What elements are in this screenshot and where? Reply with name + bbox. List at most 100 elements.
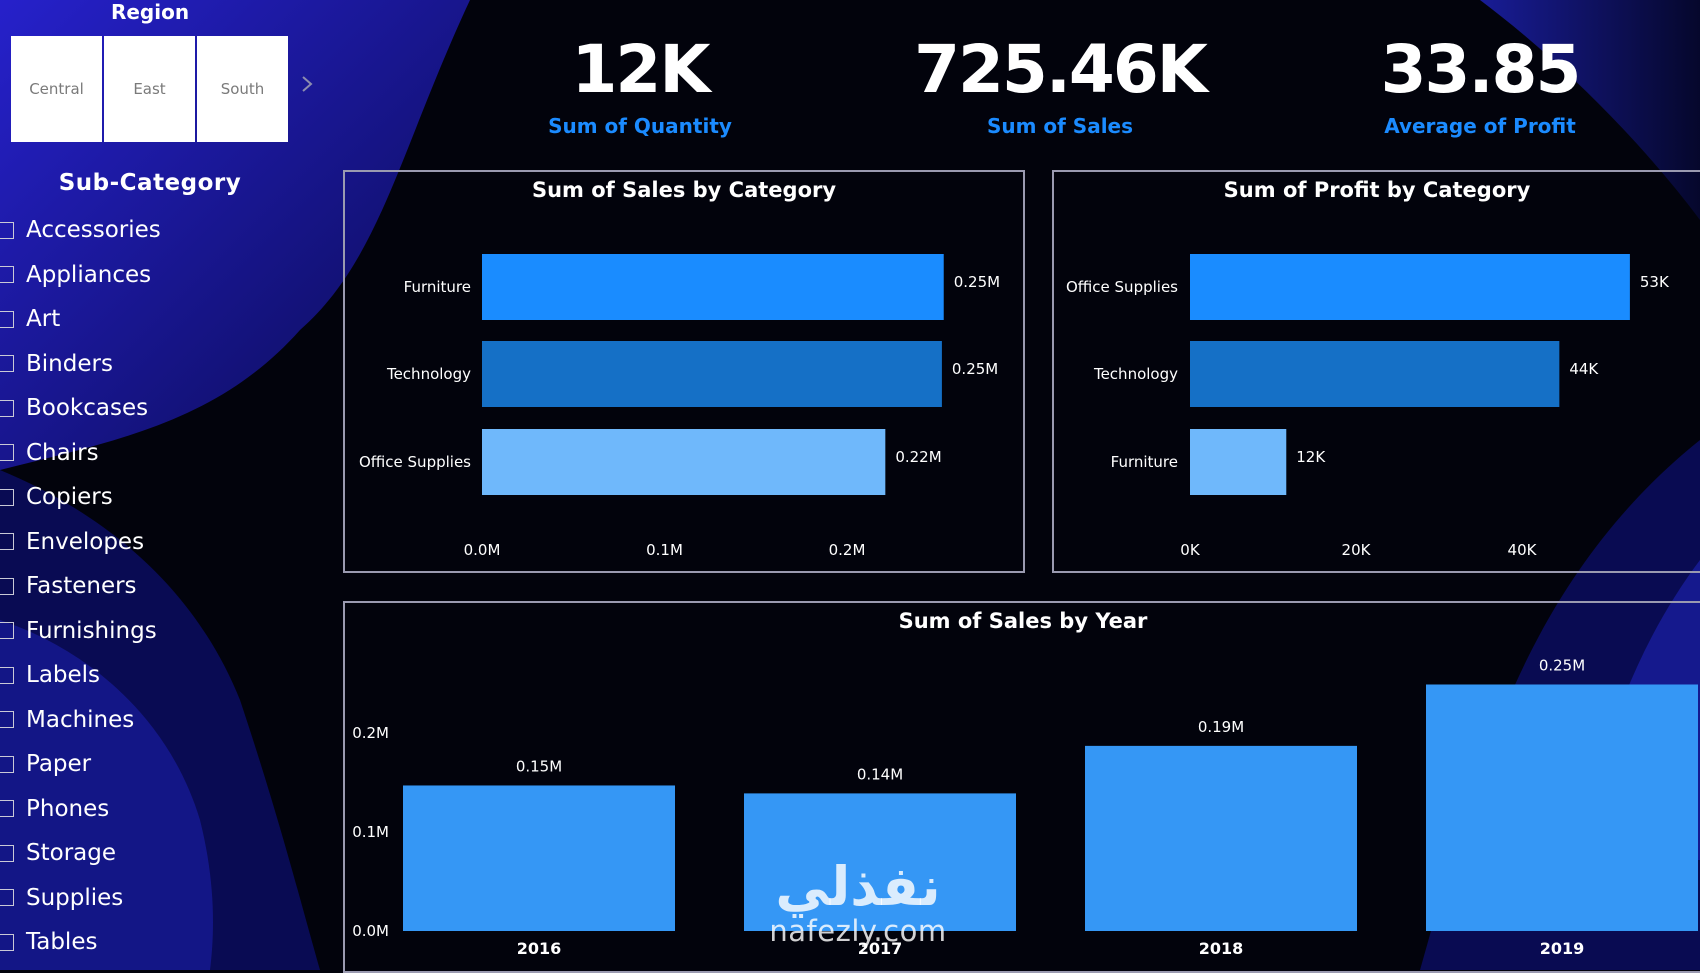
region-tile-central[interactable]: Central xyxy=(11,36,102,142)
checkbox[interactable] xyxy=(0,577,14,595)
subcategory-item[interactable]: Furnishings xyxy=(0,614,157,648)
sales-by-category-panel[interactable]: Sum of Sales by Category Furniture 0.25M T… xyxy=(343,170,1025,573)
checkbox[interactable] xyxy=(0,666,14,684)
region-tile-south[interactable]: South xyxy=(197,36,288,142)
subcategory-item[interactable]: Fasteners xyxy=(0,569,137,603)
subcategory-item[interactable]: Chairs xyxy=(0,436,99,470)
sales-by-category-chart: Furniture 0.25M Technology 0.25M Office Supp… xyxy=(359,254,1000,559)
subcategory-item[interactable]: Binders xyxy=(0,347,113,381)
watermark-latin: nafezly.com xyxy=(769,914,947,948)
bar xyxy=(482,429,886,495)
bar xyxy=(1190,254,1630,320)
checkbox[interactable] xyxy=(0,800,14,817)
checkbox[interactable] xyxy=(0,355,14,372)
subcategory-item[interactable]: Paper xyxy=(0,747,91,781)
subcategory-item-label: Copiers xyxy=(26,484,113,510)
bar xyxy=(1190,429,1287,495)
data-label: 0.22M xyxy=(895,448,941,466)
checkbox[interactable] xyxy=(0,755,14,773)
sales-by-year-title: Sum of Sales by Year xyxy=(898,609,1148,633)
watermark-arabic: نفذلي xyxy=(775,855,941,918)
category-label: Furniture xyxy=(404,278,471,296)
kpi-profit-value: 33.85 xyxy=(1380,31,1582,108)
subcategory-item-label: Chairs xyxy=(26,439,99,466)
x-tick-label: 0.1M xyxy=(646,541,683,559)
subcategory-item-label: Furnishings xyxy=(26,617,157,644)
checkbox[interactable] xyxy=(0,533,14,550)
data-label: 0.15M xyxy=(516,757,562,775)
data-label: 12K xyxy=(1296,448,1326,466)
checkbox[interactable] xyxy=(0,310,14,328)
profit-by-category-panel[interactable]: Sum of Profit by Category Office Supplie… xyxy=(1052,170,1700,573)
checkbox[interactable] xyxy=(0,221,14,239)
data-label: 44K xyxy=(1569,360,1599,378)
kpi-profit: 33.85 Average of Profit xyxy=(1370,30,1590,138)
subcategory-slicer-title: Sub-Category xyxy=(58,170,242,196)
subcategory-item[interactable]: Appliances xyxy=(0,258,151,292)
bar xyxy=(482,254,944,320)
chevron-right-icon[interactable] xyxy=(300,74,314,94)
data-label: 0.19M xyxy=(1198,718,1244,736)
checkbox[interactable] xyxy=(0,933,14,951)
category-label: Furniture xyxy=(1111,453,1178,471)
checkbox[interactable] xyxy=(0,444,14,461)
sales-by-year-panel[interactable]: Sum of Sales by Year 0.15M 2016 0.14M 2017 0… xyxy=(343,601,1700,973)
region-tile-east[interactable]: East xyxy=(104,36,195,142)
kpi-sales: 725.46K Sum of Sales xyxy=(900,30,1220,138)
checkbox[interactable] xyxy=(0,711,14,728)
data-label: 53K xyxy=(1640,273,1670,291)
checkbox[interactable] xyxy=(0,622,14,639)
x-tick-label: 2017 xyxy=(858,939,903,958)
bar xyxy=(403,785,675,931)
checkbox[interactable] xyxy=(0,844,14,862)
category-label: Technology xyxy=(1093,365,1178,383)
x-tick-label: 20K xyxy=(1342,541,1372,559)
category-label: Office Supplies xyxy=(1066,278,1178,296)
bar xyxy=(744,793,1016,931)
subcategory-item-label: Machines xyxy=(26,706,135,733)
subcategory-item[interactable]: Tables xyxy=(0,925,97,959)
category-label: Technology xyxy=(386,365,471,383)
y-tick-label: 0.0M xyxy=(352,922,389,940)
checkbox[interactable] xyxy=(0,266,14,283)
subcategory-item-label: Storage xyxy=(26,840,116,866)
subcategory-item-label: Fasteners xyxy=(26,573,137,599)
kpi-profit-label: Average of Profit xyxy=(1384,114,1576,138)
region-slicer-title: Region xyxy=(110,0,190,24)
subcategory-item-label: Bookcases xyxy=(26,395,149,421)
subcategory-item[interactable]: Machines xyxy=(0,703,134,737)
subcategory-item[interactable]: Labels xyxy=(0,658,100,692)
bar xyxy=(1085,745,1357,931)
subcategory-item[interactable]: Accessories xyxy=(0,213,161,247)
sales-by-year-chart: 0.15M 2016 0.14M 2017 0.19M 2018 0.25M 2019 0.0M… xyxy=(352,656,1698,958)
kpi-sales-label: Sum of Sales xyxy=(986,114,1134,138)
subcategory-item[interactable]: Storage xyxy=(0,836,116,870)
x-tick-label: 0.2M xyxy=(829,541,866,559)
bar xyxy=(482,341,942,407)
profit-by-category-title: Sum of Profit by Category xyxy=(1223,178,1531,202)
bar xyxy=(1426,684,1698,931)
checkbox[interactable] xyxy=(0,399,14,417)
category-label: Office Supplies xyxy=(359,453,471,471)
subcategory-item[interactable]: Supplies xyxy=(0,881,123,915)
kpi-sales-value: 725.46K xyxy=(914,31,1208,108)
subcategory-item-label: Tables xyxy=(26,929,98,955)
profit-by-category-chart: Office Supplies 53K Technology 44K Furniture… xyxy=(1066,254,1670,559)
subcategory-item-label: Binders xyxy=(26,350,113,377)
checkbox[interactable] xyxy=(0,488,14,506)
y-tick-label: 0.2M xyxy=(352,724,389,742)
kpi-quantity-label: Sum of Quantity xyxy=(548,114,732,138)
x-tick-label: 2016 xyxy=(517,939,562,958)
subcategory-item[interactable]: Phones xyxy=(0,792,109,826)
checkbox[interactable] xyxy=(0,889,14,906)
data-label: 0.25M xyxy=(952,360,998,378)
subcategory-item[interactable]: Bookcases xyxy=(0,391,148,425)
subcategory-item[interactable]: Art xyxy=(0,302,60,336)
y-tick-label: 0.1M xyxy=(352,823,389,841)
sales-by-category-title: Sum of Sales by Category xyxy=(531,178,837,202)
subcategory-item[interactable]: Envelopes xyxy=(0,525,144,559)
subcategory-item[interactable]: Copiers xyxy=(0,480,113,514)
data-label: 0.14M xyxy=(857,765,903,783)
kpi-quantity-value: 12K xyxy=(571,31,711,108)
bar xyxy=(1190,341,1560,407)
